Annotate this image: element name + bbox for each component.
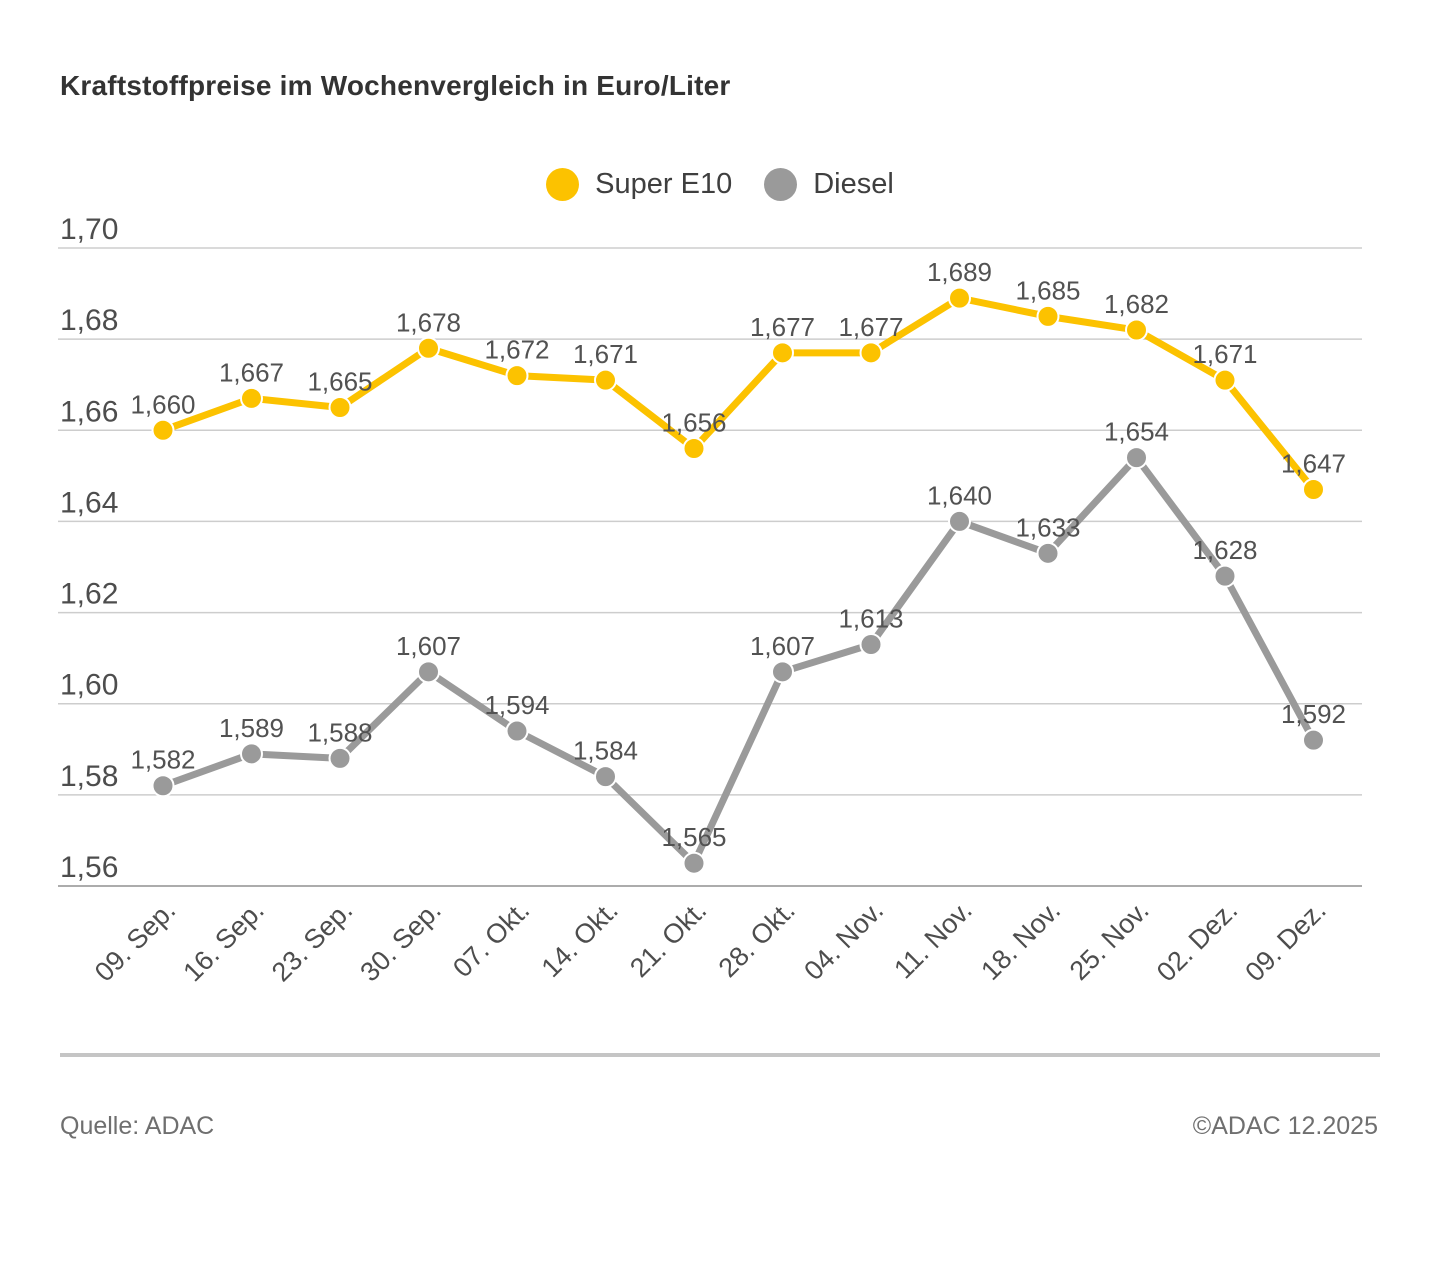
x-axis-label: 23. Sep. — [266, 895, 358, 987]
data-point-diesel — [1125, 446, 1148, 470]
x-axis-label: 09. Dez. — [1239, 895, 1331, 987]
data-point-diesel — [1036, 541, 1060, 565]
data-point-diesel — [859, 632, 883, 656]
value-label-diesel: 1,594 — [484, 690, 549, 720]
value-label-diesel: 1,633 — [1015, 512, 1080, 542]
value-label-super-e10: 1,685 — [1015, 275, 1080, 305]
line-super-e10 — [159, 294, 1317, 494]
data-point-super-e10 — [1213, 368, 1237, 392]
y-axis-label: 1,56 — [60, 851, 118, 884]
data-point-super-e10 — [240, 386, 263, 410]
data-point-super-e10 — [771, 341, 794, 365]
value-label-super-e10: 1,665 — [307, 367, 372, 397]
y-axis-label: 1,70 — [60, 213, 118, 246]
x-axis-label: 21. Okt. — [624, 895, 712, 983]
y-axis-label: 1,64 — [60, 486, 118, 519]
x-axis-label: 30. Sep. — [354, 895, 446, 987]
super-e10-dot-icon — [546, 168, 580, 201]
y-axis-label: 1,60 — [60, 669, 118, 702]
value-label-diesel: 1,628 — [1192, 535, 1257, 565]
value-label-diesel: 1,588 — [307, 717, 372, 747]
data-point-diesel — [505, 719, 529, 743]
price-line-chart: 1,70 1,68 1,66 1,64 1,62 1,60 1,58 1,56 09. Sep.… — [58, 213, 1362, 987]
data-point-super-e10 — [1125, 318, 1148, 342]
x-axis-label: 25. Nov. — [1064, 895, 1155, 986]
value-label-super-e10: 1,678 — [396, 307, 461, 337]
y-axis-label: 1,66 — [60, 395, 118, 428]
value-label-super-e10: 1,689 — [927, 257, 992, 287]
value-label-super-e10: 1,656 — [661, 408, 726, 438]
value-label-diesel: 1,565 — [661, 822, 726, 852]
legend-label-diesel: Diesel — [813, 168, 894, 200]
y-axis-label: 1,62 — [60, 578, 118, 611]
value-label-super-e10: 1,682 — [1104, 289, 1169, 319]
x-axis-label: 02. Dez. — [1151, 895, 1243, 987]
data-point-diesel — [771, 660, 794, 684]
value-label-diesel: 1,613 — [838, 603, 903, 633]
value-label-super-e10: 1,677 — [750, 312, 815, 342]
x-axis-label: 04. Nov. — [798, 895, 889, 986]
value-label-diesel: 1,607 — [396, 631, 461, 661]
x-axis-label: 14. Okt. — [536, 895, 624, 983]
data-point-super-e10 — [417, 336, 440, 360]
x-axis-label: 11. Nov. — [888, 895, 977, 984]
value-label-diesel: 1,640 — [927, 480, 992, 510]
data-point-diesel — [328, 746, 352, 770]
copyright-note: ©ADAC 12.2025 — [1192, 1112, 1378, 1140]
footer-separator — [60, 1053, 1380, 1057]
data-point-super-e10 — [505, 364, 529, 388]
value-label-super-e10: 1,660 — [130, 389, 195, 419]
data-point-diesel — [1213, 564, 1237, 588]
value-label-diesel: 1,589 — [219, 713, 284, 743]
value-label-diesel: 1,584 — [573, 736, 638, 766]
value-label-diesel: 1,654 — [1104, 417, 1169, 447]
legend-item-diesel: Diesel — [764, 168, 894, 201]
y-axis-label: 1,68 — [60, 304, 118, 337]
data-point-super-e10 — [1302, 478, 1325, 502]
data-point-super-e10 — [151, 418, 175, 442]
data-point-super-e10 — [948, 286, 971, 310]
value-label-super-e10: 1,677 — [838, 312, 903, 342]
data-point-super-e10 — [328, 396, 352, 419]
x-axis-label: 28. Okt. — [713, 895, 801, 983]
x-axis-label: 07. Okt. — [447, 895, 535, 983]
legend-item-super-e10: Super E10 — [546, 168, 732, 201]
data-point-diesel — [594, 765, 617, 789]
data-point-super-e10 — [1036, 304, 1060, 328]
data-point-diesel — [1302, 728, 1325, 752]
x-axis-label: 09. Sep. — [89, 895, 181, 987]
value-label-super-e10: 1,671 — [573, 339, 638, 369]
line-diesel — [159, 454, 1317, 867]
data-point-diesel — [682, 851, 706, 875]
chart-legend: Super E10 Diesel — [0, 168, 1440, 201]
x-axis-label: 18. Nov. — [975, 895, 1066, 986]
value-label-diesel: 1,582 — [130, 745, 195, 775]
source-note: Quelle: ADAC — [60, 1112, 215, 1140]
value-label-diesel: 1,592 — [1281, 699, 1346, 729]
data-point-diesel — [417, 660, 440, 684]
data-point-diesel — [948, 509, 971, 533]
value-label-super-e10: 1,647 — [1281, 449, 1346, 479]
data-point-diesel — [240, 742, 263, 766]
x-axis-label: 16. Sep. — [177, 895, 269, 987]
chart-title: Kraftstoffpreise im Wochenvergleich in E… — [60, 70, 731, 101]
data-point-super-e10 — [859, 341, 883, 365]
value-label-diesel: 1,607 — [750, 631, 815, 661]
data-point-diesel — [151, 774, 175, 798]
value-label-super-e10: 1,672 — [484, 335, 549, 365]
value-label-super-e10: 1,671 — [1192, 339, 1257, 369]
data-point-super-e10 — [682, 437, 706, 461]
y-axis-label: 1,58 — [60, 760, 118, 793]
data-point-super-e10 — [594, 368, 617, 392]
legend-label-super-e10: Super E10 — [595, 168, 733, 200]
diesel-dot-icon — [764, 168, 798, 201]
value-label-super-e10: 1,667 — [219, 357, 284, 387]
